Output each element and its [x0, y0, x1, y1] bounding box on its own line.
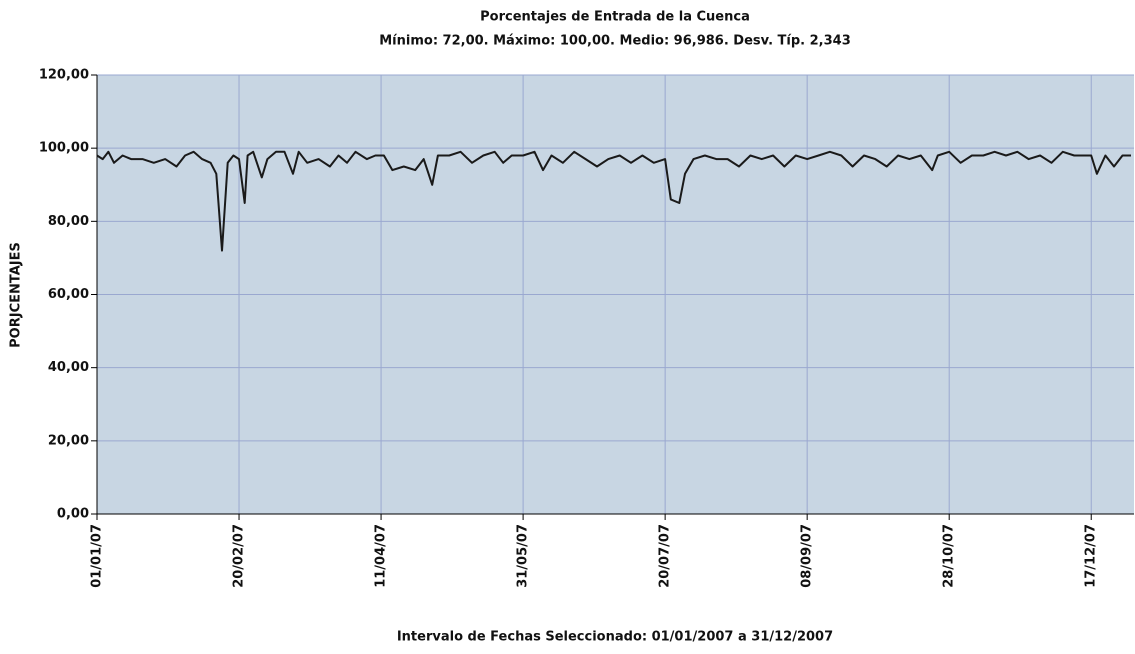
y-tick-label: 60,00: [48, 287, 89, 302]
x-tick-label: 20/07/07: [658, 524, 673, 588]
x-axis-label: Intervalo de Fechas Seleccionado: 01/01/…: [397, 630, 833, 645]
x-tick-label: 01/01/07: [90, 524, 105, 588]
y-tick-label: 80,00: [48, 214, 89, 229]
x-tick-label: 08/09/07: [800, 524, 815, 588]
y-tick-label: 100,00: [39, 141, 89, 156]
y-tick-label: 120,00: [39, 68, 89, 83]
x-tick-label: 20/02/07: [232, 524, 247, 588]
chart-subtitle: Mínimo: 72,00. Máximo: 100,00. Medio: 96…: [379, 34, 851, 49]
x-tick-label: 17/12/07: [1084, 524, 1099, 588]
y-tick-label: 0,00: [57, 507, 89, 522]
x-tick-label: 31/05/07: [516, 524, 531, 588]
x-tick-label: 11/04/07: [374, 524, 389, 588]
y-tick-label: 20,00: [48, 433, 89, 448]
x-tick-label: 28/10/07: [942, 524, 957, 588]
chart-title: Porcentajes de Entrada de la Cuenca: [480, 10, 750, 25]
y-axis-label: PORJCENTAJES: [9, 242, 24, 348]
data-line: [96, 150, 1131, 252]
y-tick-label: 40,00: [48, 360, 89, 375]
